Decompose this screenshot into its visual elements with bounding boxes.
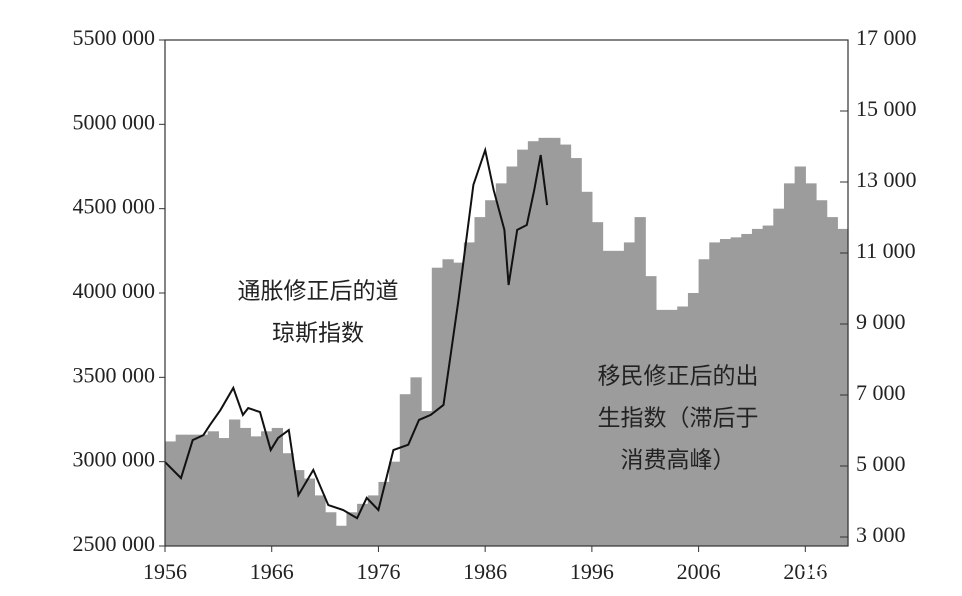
y-tick-label: 5000 000 (73, 109, 156, 134)
bar (250, 436, 262, 546)
x-tick-label: 1966 (250, 559, 294, 584)
bar (538, 137, 550, 546)
y-tick-label: 4000 000 (73, 278, 156, 303)
bar (325, 512, 337, 546)
annotation: 琼斯指数 (272, 321, 364, 347)
y-tick-label: 4500 000 (73, 194, 156, 219)
x-tick-label: 1986 (463, 559, 507, 584)
bar (314, 495, 326, 546)
annotation: 生指数（滞后于 (598, 406, 759, 432)
annotation: 移民修正后的出 (598, 364, 759, 390)
y2-tick-label: 17 000 (856, 25, 917, 50)
bar (762, 225, 774, 547)
bar (741, 233, 753, 546)
bar (698, 259, 710, 546)
y-tick-label: 2500 000 (73, 531, 156, 556)
bar (677, 306, 689, 546)
y2-tick-label: 5 000 (856, 451, 906, 476)
bar (218, 438, 230, 546)
bar (346, 512, 358, 546)
bar (549, 137, 561, 546)
bar (495, 183, 508, 546)
bar (229, 419, 241, 546)
y2-tick-label: 7 000 (856, 380, 906, 405)
bar (485, 200, 497, 546)
annotation: 消费高峰） (621, 448, 736, 474)
bar (399, 394, 412, 546)
x-tick-label: 1976 (356, 559, 400, 584)
bar (687, 293, 700, 546)
bar (207, 431, 219, 546)
bar (623, 242, 636, 546)
bar (410, 377, 422, 546)
y2-tick-label: 9 000 (856, 309, 906, 334)
y-tick-label: 3000 000 (73, 447, 156, 472)
bar (634, 217, 646, 546)
bar (282, 453, 294, 546)
line (164, 146, 549, 520)
bar (175, 434, 187, 546)
bar (826, 217, 838, 546)
bar (815, 200, 828, 546)
bar (506, 166, 518, 546)
bar (666, 309, 678, 546)
bar (357, 503, 369, 546)
bar (527, 141, 540, 546)
bar (581, 191, 593, 547)
y2-tick-label: 11 000 (856, 238, 916, 263)
y2-tick-label: 13 000 (856, 167, 917, 192)
watermark: 头条 @张学峰 (801, 559, 940, 584)
y-tick-label: 5500 000 (73, 25, 156, 50)
bar (719, 239, 732, 546)
bar (421, 411, 433, 546)
y2-tick-label: 3 000 (856, 522, 906, 547)
bar (197, 434, 209, 546)
bar (602, 250, 614, 547)
bar (293, 470, 305, 546)
bar (239, 427, 251, 546)
x-tick-label: 1956 (143, 559, 187, 584)
bar (165, 441, 177, 546)
bar (389, 461, 401, 546)
bar (463, 242, 476, 546)
bar (303, 478, 316, 546)
bar (453, 262, 465, 546)
bar (271, 427, 283, 546)
bar (517, 149, 529, 546)
bar (186, 434, 198, 546)
bar (261, 431, 273, 546)
bar (709, 242, 721, 546)
x-tick-label: 1996 (570, 559, 614, 584)
bar (794, 166, 806, 546)
bar (773, 208, 785, 546)
bar (367, 495, 380, 546)
y-tick-label: 3500 000 (73, 362, 156, 387)
bar (645, 276, 657, 546)
x-tick-label: 2016 (783, 559, 827, 584)
annotation: 通胀修正后的道 (238, 279, 399, 305)
bar (431, 267, 444, 546)
x-tick-label: 2006 (677, 559, 721, 584)
bar (730, 237, 742, 546)
y2-tick-label: 15 000 (856, 96, 917, 121)
bar (805, 183, 817, 546)
bar (613, 250, 625, 547)
bar (837, 228, 849, 546)
bar (655, 309, 668, 546)
bar (442, 259, 454, 546)
bar (474, 217, 486, 546)
bar (559, 144, 572, 546)
bar (783, 183, 796, 546)
bar (378, 481, 390, 546)
bar (335, 525, 348, 546)
bar (751, 228, 764, 546)
bar (570, 158, 582, 547)
bar (591, 222, 604, 546)
